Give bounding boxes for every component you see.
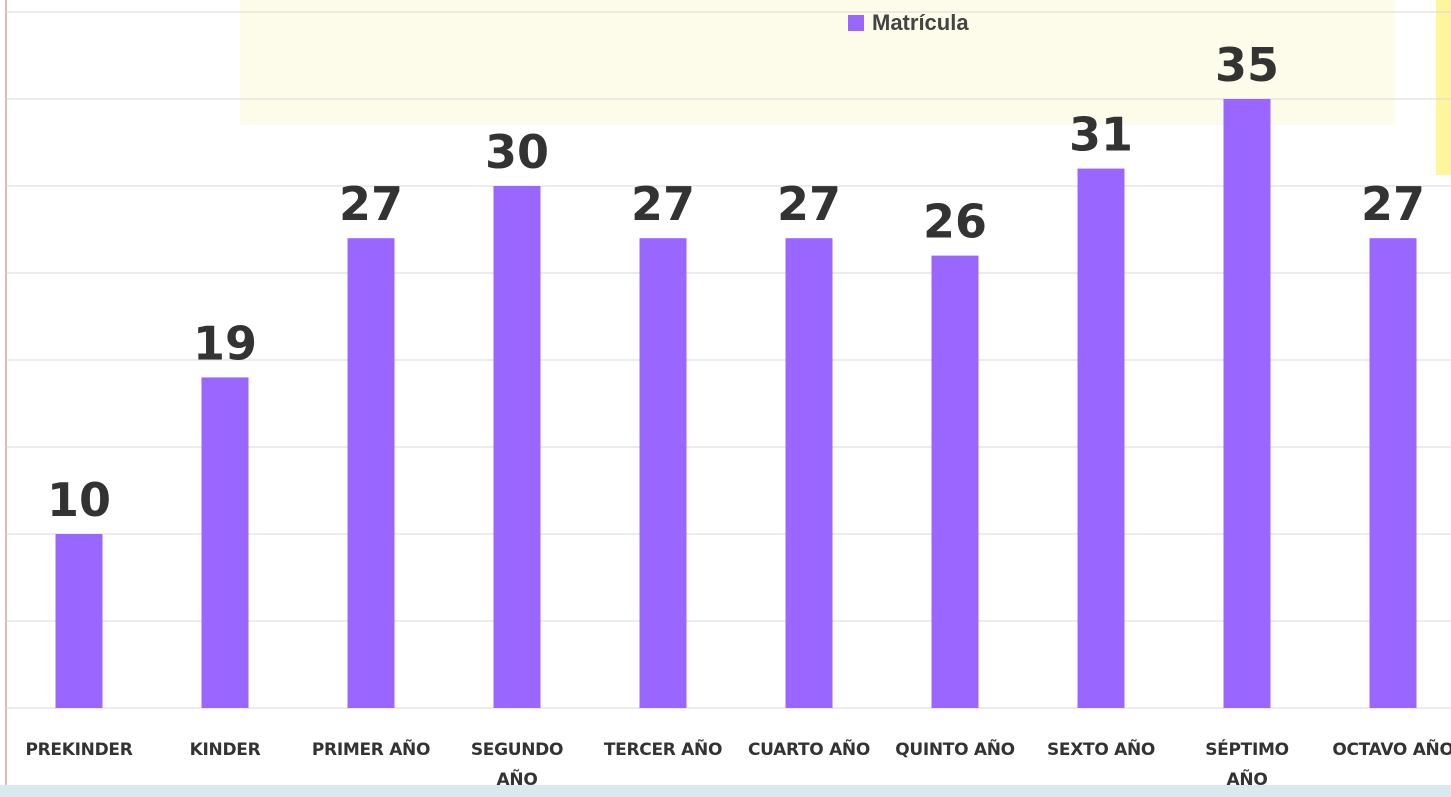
value-label: 30	[485, 125, 549, 179]
value-label: 27	[631, 177, 695, 231]
value-label: 26	[923, 195, 987, 249]
value-label: 27	[1361, 177, 1425, 231]
bar	[1077, 168, 1125, 709]
x-tick-label: OCTAVO AÑO	[1332, 740, 1451, 760]
value-label: 10	[47, 473, 111, 527]
bar	[347, 238, 395, 708]
x-tick-label: QUINTO AÑO	[895, 740, 1015, 760]
value-label: 27	[339, 177, 403, 231]
x-tick-label: PRIMER AÑO	[311, 740, 431, 760]
x-tick-label: SEGUNDO AÑO	[470, 740, 564, 790]
legend-label: Matrícula	[872, 10, 969, 35]
value-label: 27	[777, 177, 841, 231]
side-strip	[1436, 0, 1451, 175]
bottom-strip	[0, 785, 1451, 797]
x-tick-label: KINDER	[189, 740, 261, 760]
bar	[1369, 238, 1417, 708]
x-tick-label: SEXTO AÑO	[1046, 740, 1156, 760]
x-tick-label: CUARTO AÑO	[747, 740, 871, 760]
bar	[931, 255, 979, 708]
x-tick-label: PREKINDER	[25, 740, 133, 760]
bar	[201, 377, 249, 708]
legend-swatch	[848, 15, 864, 31]
bar	[493, 186, 541, 708]
bar	[785, 238, 833, 708]
legend-area	[240, 0, 1395, 125]
value-label: 19	[193, 316, 257, 370]
bar	[1223, 99, 1271, 708]
x-tick-label: TERCER AÑO	[603, 740, 723, 760]
bar	[639, 238, 687, 708]
value-label: 35	[1215, 38, 1279, 92]
x-tick-label: SÉPTIMO AÑO	[1205, 740, 1289, 790]
bar	[55, 534, 103, 708]
value-label: 31	[1069, 108, 1133, 162]
